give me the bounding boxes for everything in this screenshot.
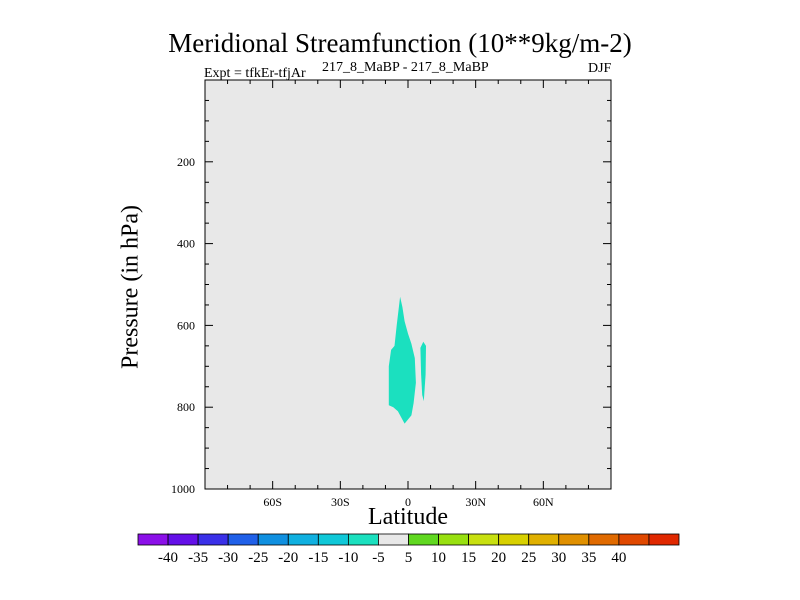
colorbar-label: -10 — [338, 550, 358, 566]
colorbar-swatch — [257, 533, 289, 546]
colorbar-label: -40 — [158, 550, 178, 566]
colorbar-swatch — [408, 533, 439, 546]
colorbar-label: 10 — [431, 550, 446, 566]
colorbar-swatch — [317, 533, 349, 546]
x-tick-label: 0 — [405, 495, 411, 509]
colorbar-label: -15 — [308, 550, 328, 566]
colorbar-label: -5 — [372, 550, 385, 566]
colorbar-label: 30 — [551, 550, 566, 566]
colorbar-swatch — [438, 533, 470, 546]
colorbar-label: -30 — [218, 550, 238, 566]
y-tick-label: 800 — [177, 400, 195, 414]
colorbar-swatch — [588, 533, 620, 546]
colorbar-label: 35 — [581, 550, 596, 566]
y-tick-label: 1000 — [171, 482, 195, 496]
x-tick-label: 30N — [465, 495, 486, 509]
y-tick-label: 200 — [177, 155, 195, 169]
colorbar-label: 20 — [491, 550, 506, 566]
colorbar-swatch — [648, 533, 680, 546]
experiment-label: Expt = tfkEr-tfjAr — [204, 66, 306, 81]
y-tick-label: 600 — [177, 318, 195, 332]
colorbar-swatch — [498, 533, 530, 546]
colorbar-swatch — [347, 533, 379, 546]
colorbar-label: 5 — [405, 550, 413, 566]
colorbar-label: -35 — [188, 550, 208, 566]
x-axis-label: Latitude — [368, 504, 448, 530]
season-label: DJF — [588, 61, 612, 76]
colorbar-swatch — [528, 533, 560, 546]
center-subtitle: 217_8_MaBP - 217_8_MaBP — [322, 60, 489, 75]
axis-layer: 200 400 600 800 1000 60S 30S 0 30N 60N — [171, 79, 612, 509]
colorbar-swatch — [618, 533, 650, 546]
colorbar-swatch — [468, 533, 500, 546]
colorbar-layer: -40 -35 -30 -25 -20 -15 -10 -5 5 10 15 20 25 30 35 40 — [137, 533, 680, 566]
colorbar-swatch — [167, 533, 199, 546]
colorbar-swatch — [558, 533, 590, 546]
plot-background — [205, 80, 611, 489]
colorbar-label: -25 — [248, 550, 268, 566]
x-tick-label: 60N — [533, 495, 554, 509]
colorbar-swatch — [378, 533, 409, 546]
chart-title: Meridional Streamfunction (10**9kg/m-2) — [168, 28, 632, 58]
colorbar-swatch — [227, 533, 259, 546]
colorbar-label: 40 — [611, 550, 626, 566]
plot-background-layer — [205, 80, 611, 489]
colorbar-swatch — [287, 533, 319, 546]
shaded-region-layer — [388, 296, 426, 424]
shaded-region-0 — [388, 296, 416, 424]
shaded-region-1 — [420, 341, 426, 402]
colorbar-label: 25 — [521, 550, 536, 566]
x-tick-label: 60S — [263, 495, 282, 509]
colorbar-label: -20 — [278, 550, 298, 566]
y-tick-label: 400 — [177, 237, 195, 251]
colorbar-label: 15 — [461, 550, 476, 566]
x-tick-label: 30S — [331, 495, 350, 509]
colorbar-swatch — [137, 533, 169, 546]
colorbar-swatch — [197, 533, 229, 546]
